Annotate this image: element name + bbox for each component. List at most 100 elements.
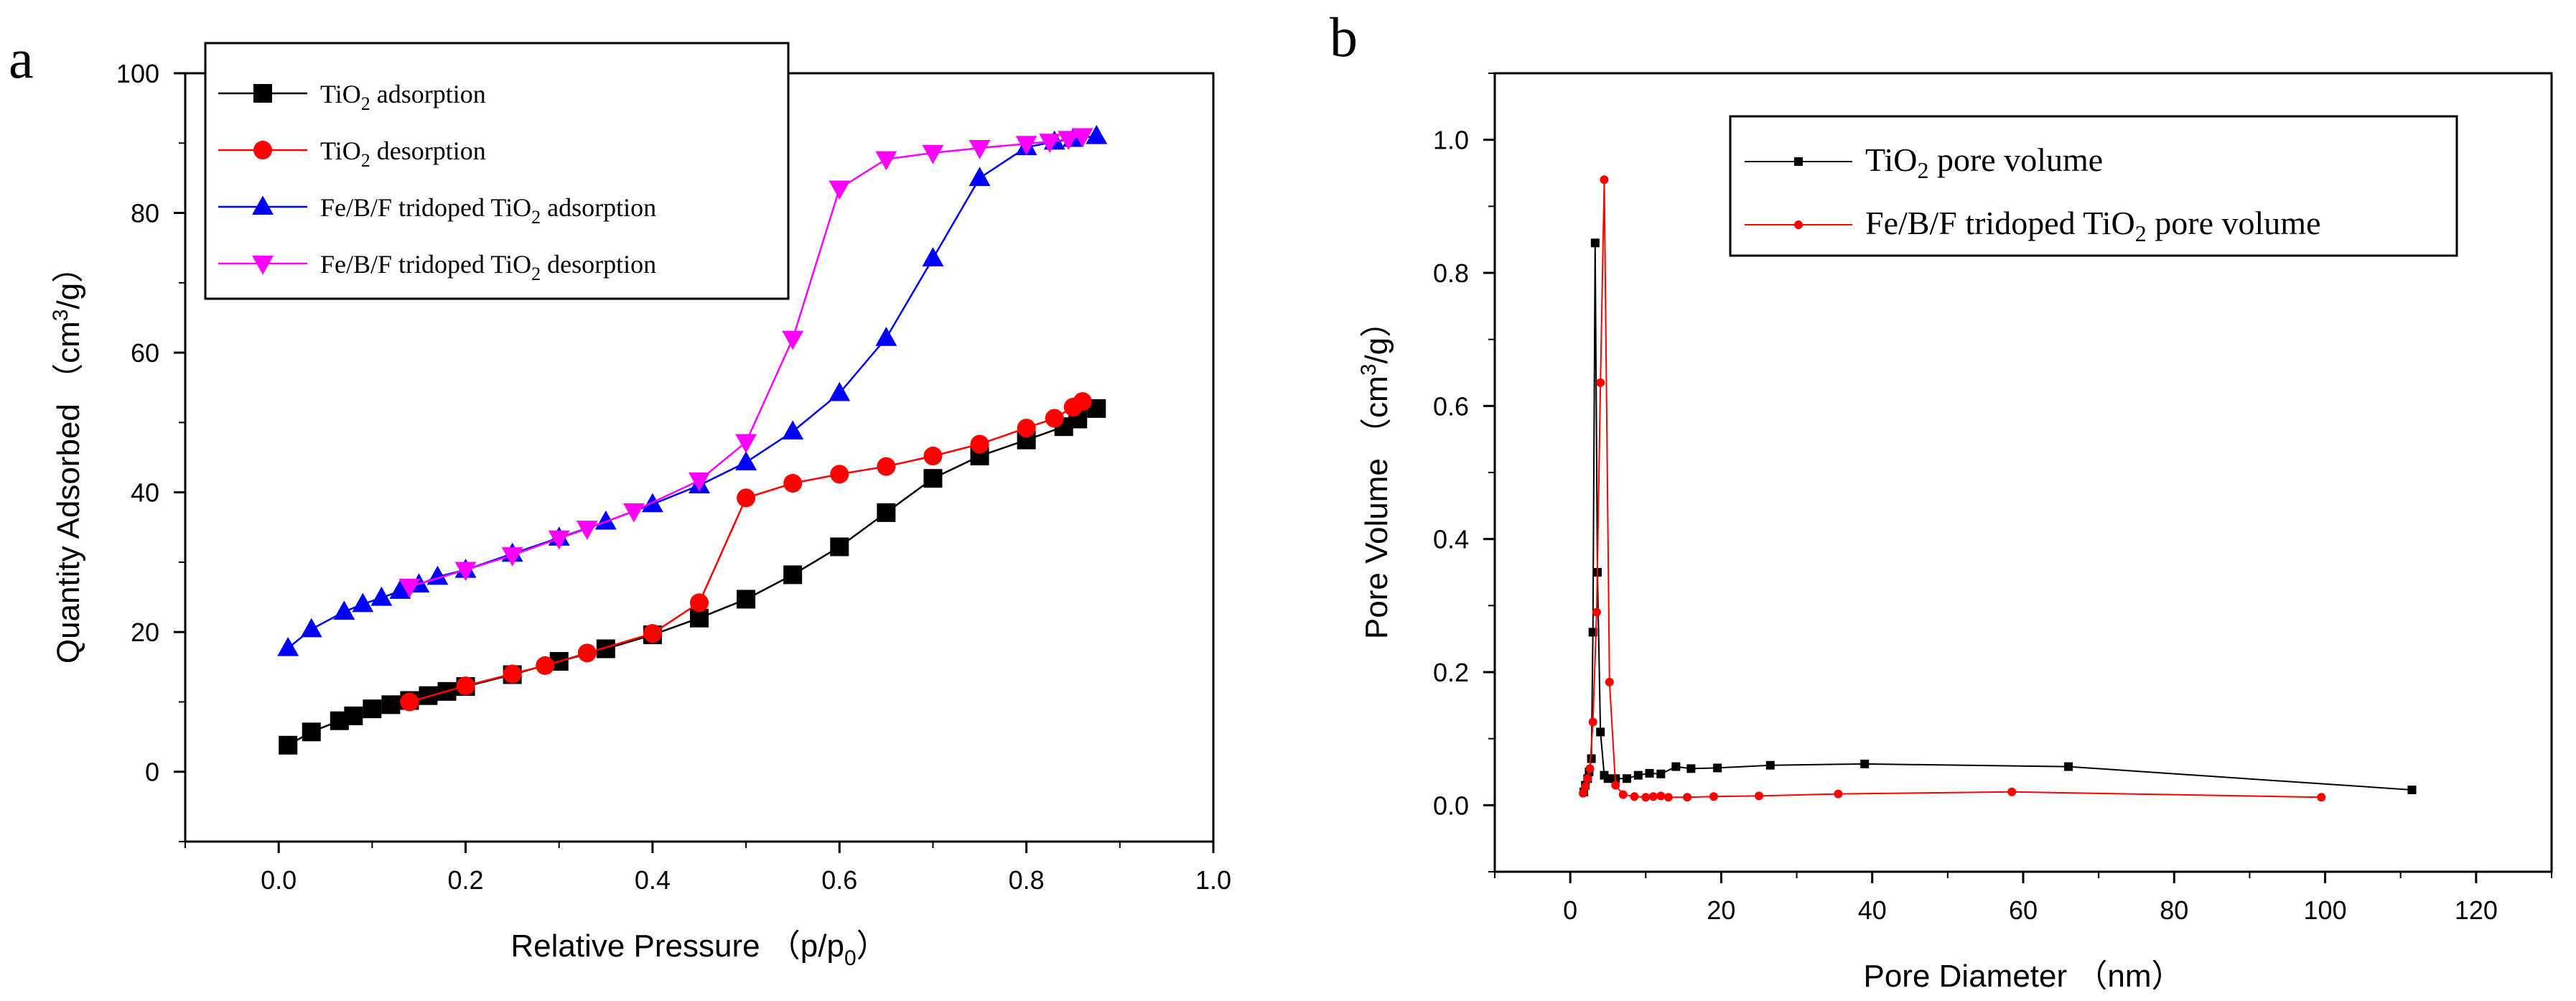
x-tick-label: 0.4 xyxy=(635,865,671,895)
data-point xyxy=(1585,764,1595,773)
data-point xyxy=(969,140,991,159)
data-point xyxy=(1058,131,1080,151)
legend-label: Fe/B/F tridoped TiO2 desorption xyxy=(320,250,656,284)
panel-a-x-axis-title: Relative Pressure （p/p0） xyxy=(510,928,887,970)
x-tick-label: 120 xyxy=(2455,895,2498,925)
panel-b-x-axis-title: Pore Diameter （nm） xyxy=(1863,959,2183,994)
data-point xyxy=(501,547,523,567)
data-point xyxy=(690,593,709,613)
data-point xyxy=(300,618,322,638)
y-tick-label: 40 xyxy=(131,478,159,508)
data-point xyxy=(735,451,757,470)
data-point xyxy=(1860,759,1870,768)
data-point xyxy=(1600,175,1609,185)
data-point xyxy=(2317,793,2326,802)
panel-a-adsorption-isotherm: a 0.0 0.2 0.4 0.6 0.8 1.0 0 20 40 60 80 100 Relati… xyxy=(9,27,1231,970)
y-tick-label: 100 xyxy=(116,59,159,88)
series-line xyxy=(1582,180,2322,799)
data-point xyxy=(923,469,943,488)
y-tick-label: 1.0 xyxy=(1433,126,1469,155)
data-point xyxy=(1611,781,1620,790)
data-point xyxy=(1590,238,1600,248)
y-tick-label: 80 xyxy=(131,199,159,228)
data-point xyxy=(1587,754,1596,763)
data-point xyxy=(737,488,756,508)
data-point xyxy=(370,586,393,606)
data-point xyxy=(1045,409,1064,428)
data-point xyxy=(1713,763,1722,773)
data-point xyxy=(1039,134,1061,153)
y-tick-label: 0.0 xyxy=(1433,791,1469,820)
y-tick-label: 0.8 xyxy=(1433,259,1469,288)
data-point xyxy=(877,503,896,522)
x-tick-label: 40 xyxy=(1858,895,1887,925)
data-point xyxy=(1603,774,1613,783)
legend-marker xyxy=(1794,157,1803,166)
panel-b-pore-volume: b 0 20 40 60 80 100 120 0.0 0.2 0.4 0.6 0.8 1.0 Por… xyxy=(1330,6,2553,994)
x-tick-label: 0.2 xyxy=(448,865,484,895)
data-point xyxy=(1663,793,1673,802)
legend-marker xyxy=(253,84,272,103)
data-point xyxy=(1588,628,1597,637)
data-point xyxy=(1648,792,1658,801)
data-point xyxy=(302,722,321,742)
data-point xyxy=(1588,717,1597,727)
legend-entry-4: Fe/B/F tridoped TiO2 desorption xyxy=(218,250,656,284)
data-point xyxy=(782,330,804,350)
series-4 xyxy=(398,128,1093,598)
data-point xyxy=(1618,790,1628,799)
data-point xyxy=(783,473,803,493)
data-point xyxy=(689,472,710,492)
data-point xyxy=(1645,768,1654,778)
data-point xyxy=(277,636,299,656)
data-point xyxy=(1596,727,1605,737)
data-point xyxy=(830,537,849,557)
y-tick-label: 0.4 xyxy=(1433,525,1469,554)
data-point xyxy=(643,624,662,643)
data-point xyxy=(1071,128,1093,148)
panel-a-legend: TiO2 adsorption TiO2 desorption Fe/B/F tri… xyxy=(204,42,790,300)
panel-a-series xyxy=(277,124,1108,755)
data-point xyxy=(969,167,991,186)
data-point xyxy=(279,735,298,755)
data-point xyxy=(2407,786,2417,795)
x-tick-label: 0.6 xyxy=(821,865,857,895)
data-point xyxy=(783,565,803,585)
legend-marker xyxy=(252,195,274,215)
series-2 xyxy=(1579,175,2326,802)
legend-label: Fe/B/F tridoped TiO2 pore volume xyxy=(1865,205,2321,246)
data-point xyxy=(1656,769,1666,778)
data-point xyxy=(381,695,401,714)
y-tick-label: 0 xyxy=(145,758,159,787)
y-tick-label: 60 xyxy=(131,338,159,368)
data-point xyxy=(1073,392,1092,411)
y-tick-label: 0.6 xyxy=(1433,391,1469,421)
x-tick-label: 100 xyxy=(2304,895,2347,925)
data-point xyxy=(829,381,851,401)
series-2 xyxy=(400,392,1092,712)
data-point xyxy=(923,447,943,466)
panel-b-x-axis: 0 20 40 60 80 100 120 xyxy=(1494,872,2552,925)
data-point xyxy=(1656,791,1666,801)
x-tick-label: 60 xyxy=(2009,895,2038,925)
data-point xyxy=(363,699,382,719)
x-tick-label: 20 xyxy=(1707,895,1735,925)
data-point xyxy=(735,434,757,454)
data-point xyxy=(782,420,804,440)
panel-a-y-axis: 0 20 40 60 80 100 xyxy=(116,59,185,842)
x-tick-label: 0 xyxy=(1563,895,1577,925)
data-point xyxy=(548,530,570,550)
data-point xyxy=(1015,136,1037,155)
panel-b-y-axis: 0.0 0.2 0.4 0.6 0.8 1.0 xyxy=(1433,73,1495,872)
data-point xyxy=(1755,791,1763,801)
data-point xyxy=(1579,788,1588,798)
legend-label: Fe/B/F tridoped TiO2 adsorption xyxy=(320,193,656,228)
data-point xyxy=(830,465,849,484)
data-point xyxy=(1583,774,1592,783)
x-tick-label: 80 xyxy=(2160,895,2188,925)
data-point xyxy=(2007,787,2017,796)
panel-b-label: b xyxy=(1330,6,1358,68)
data-point xyxy=(577,643,597,663)
legend-marker xyxy=(1794,220,1803,229)
